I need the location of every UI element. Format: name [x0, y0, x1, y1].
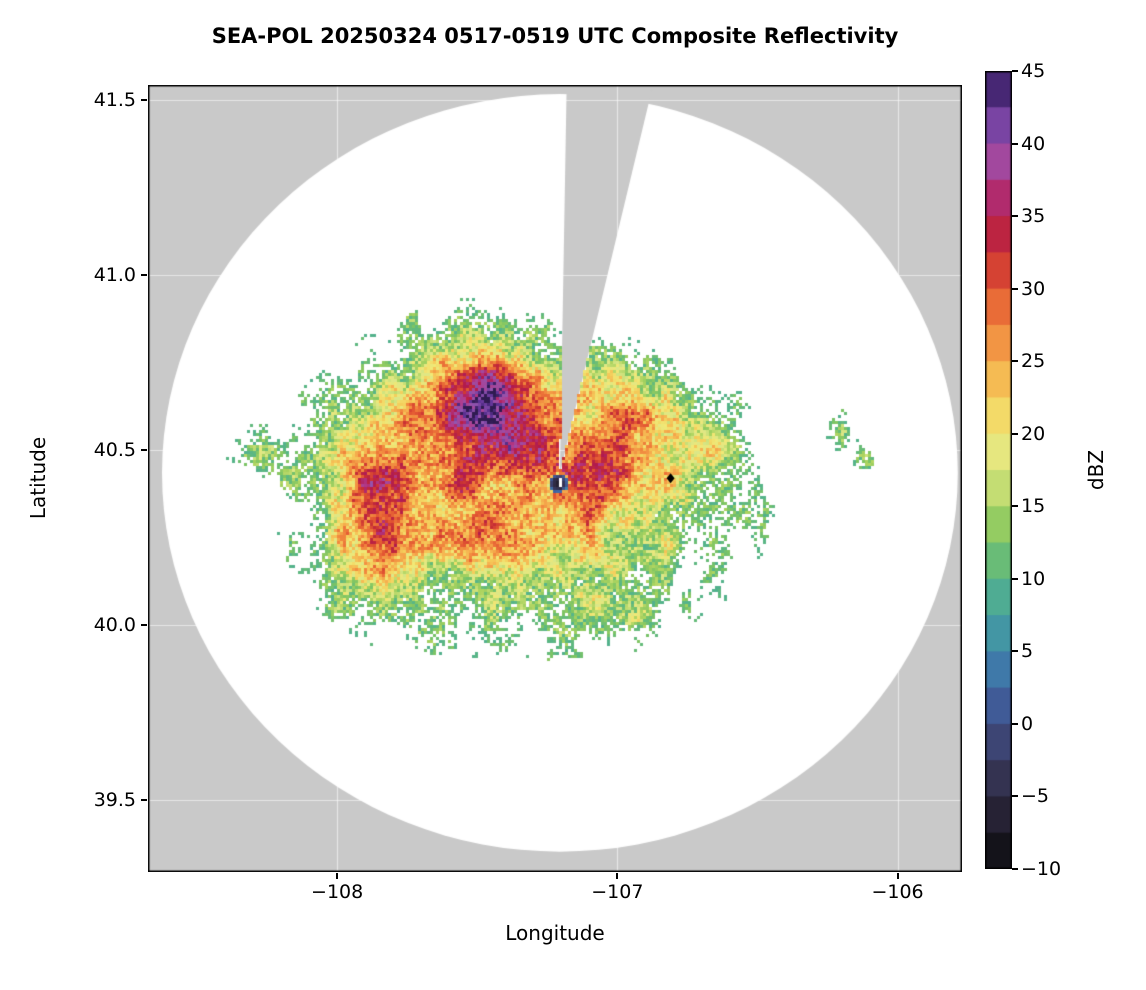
colorbar-tick-mark [1012, 577, 1018, 580]
colorbar-tick-label: 45 [1021, 60, 1046, 82]
y-tick-label: 40.5 [93, 439, 136, 462]
colorbar-tick-label: 30 [1021, 277, 1046, 300]
colorbar-tick-label: 15 [1021, 495, 1046, 518]
x-tick-label: −107 [591, 881, 644, 903]
colorbar-tick-mark [1012, 650, 1018, 653]
colorbar-tick-mark [1012, 795, 1018, 798]
radar-map-canvas [148, 85, 962, 872]
y-tick-mark [141, 449, 147, 452]
colorbar-tick-label: 35 [1021, 205, 1046, 228]
colorbar-tick-mark [1012, 868, 1018, 870]
y-tick-label: 41.0 [93, 264, 136, 287]
x-tick-mark [336, 873, 339, 879]
colorbar-tick-label: −5 [1021, 785, 1050, 808]
y-tick-label: 40.0 [93, 614, 136, 637]
colorbar-tick-label: 0 [1021, 712, 1034, 735]
y-tick-mark [141, 274, 147, 277]
colorbar-tick-mark [1012, 360, 1018, 363]
y-tick-label: 41.5 [93, 89, 136, 112]
colorbar-tick-label: 5 [1021, 640, 1034, 663]
y-tick-label: 39.5 [93, 789, 136, 812]
colorbar-canvas [985, 71, 1012, 869]
colorbar-tick-label: 10 [1021, 567, 1046, 590]
colorbar-tick-mark [1012, 432, 1018, 435]
colorbar-tick-mark [1012, 215, 1018, 218]
colorbar-tick-label: 20 [1021, 422, 1046, 445]
colorbar-tick-label: −10 [1021, 858, 1062, 880]
colorbar-label: dBZ [1084, 449, 1108, 491]
colorbar-tick-label: 40 [1021, 132, 1046, 155]
x-tick-label: −106 [871, 881, 924, 903]
colorbar-tick-mark [1012, 722, 1018, 725]
colorbar-tick-mark [1012, 142, 1018, 145]
x-tick-mark [616, 873, 619, 879]
colorbar-tick-mark [1012, 505, 1018, 508]
y-tick-mark [141, 799, 147, 802]
y-tick-mark [141, 624, 147, 627]
plot-title: SEA-POL 20250324 0517-0519 UTC Composite… [211, 24, 899, 48]
x-tick-mark [896, 873, 899, 879]
colorbar-tick-mark [1012, 287, 1018, 290]
colorbar-tick-label: 25 [1021, 350, 1046, 373]
y-tick-mark [141, 99, 147, 102]
y-axis-label: Latitude [26, 436, 50, 520]
x-tick-label: −108 [311, 881, 364, 903]
colorbar-tick-mark [1012, 70, 1018, 72]
x-axis-label: Longitude [505, 921, 605, 945]
